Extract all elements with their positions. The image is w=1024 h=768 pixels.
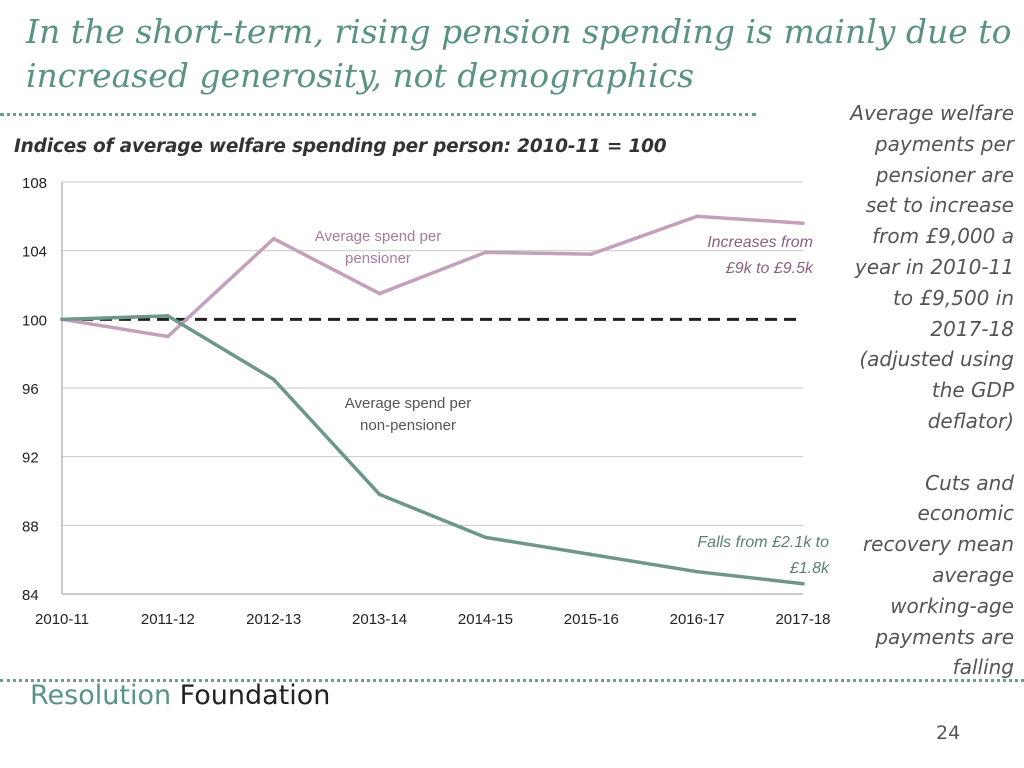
x-tick-label: 2014-15 bbox=[458, 611, 513, 628]
side-text-working-age: Cuts and economic recovery mean average … bbox=[862, 470, 1014, 680]
brand-word-foundation: Foundation bbox=[179, 680, 331, 711]
x-tick-label: 2012-13 bbox=[246, 611, 301, 628]
line-chart: 84 88 92 96 100 104 108 2010-11 2011-12 2012-13 20… bbox=[22, 175, 831, 628]
y-tick-label: 108 bbox=[22, 175, 47, 192]
side-text-pensioner: Average welfare payments per pensioner a… bbox=[850, 101, 1014, 433]
series-line-pensioner bbox=[61, 214, 804, 339]
data-point-pensioner bbox=[166, 334, 170, 339]
x-tick-label: 2013-14 bbox=[352, 611, 407, 628]
series-label-pensioner: Average spend per bbox=[315, 228, 441, 245]
x-tick-label: 2016-17 bbox=[670, 611, 725, 628]
series-line-non-pensioner bbox=[61, 314, 804, 586]
annotation-non-pensioner: £1.8k bbox=[789, 560, 830, 577]
x-tick-label: 2011-12 bbox=[141, 611, 195, 628]
title-divider bbox=[0, 113, 756, 116]
data-point-non-pensioner bbox=[695, 569, 699, 574]
data-point-non-pensioner bbox=[166, 314, 170, 318]
side-commentary: Average welfare payments per pensioner a… bbox=[842, 98, 1014, 683]
data-point-pensioner bbox=[589, 252, 594, 256]
chart-title: Indices of average welfare spending per … bbox=[14, 136, 667, 157]
data-point-pensioner bbox=[271, 236, 276, 241]
data-point-non-pensioner bbox=[60, 317, 64, 322]
data-point-non-pensioner bbox=[589, 552, 594, 557]
x-tick-label: 2010-11 bbox=[35, 611, 89, 628]
y-tick-label: 104 bbox=[22, 244, 47, 261]
series-label-non-pensioner: non-pensioner bbox=[360, 417, 456, 434]
data-point-non-pensioner bbox=[483, 535, 488, 540]
annotation-pensioner: £9k to £9.5k bbox=[725, 260, 814, 277]
x-tick-label: 2015-16 bbox=[564, 611, 619, 628]
y-tick-label: 96 bbox=[22, 381, 39, 398]
data-point-non-pensioner bbox=[271, 377, 276, 382]
slide-title: In the short-term, rising pension spendi… bbox=[26, 12, 1012, 95]
data-point-pensioner bbox=[377, 291, 382, 296]
annotation-non-pensioner: Falls from £2.1k to bbox=[697, 534, 829, 551]
data-point-pensioner bbox=[483, 250, 488, 255]
page-number: 24 bbox=[936, 722, 961, 744]
y-tick-label: 92 bbox=[22, 450, 39, 467]
data-point-pensioner bbox=[801, 221, 805, 225]
footer-divider bbox=[0, 679, 1024, 682]
annotation-pensioner: Increases from bbox=[707, 234, 813, 251]
data-point-non-pensioner bbox=[377, 492, 382, 497]
x-tick-label: 2017-18 bbox=[775, 611, 830, 628]
series-label-pensioner: pensioner bbox=[345, 250, 411, 267]
data-point-non-pensioner bbox=[801, 581, 805, 586]
series-label-non-pensioner: Average spend per bbox=[345, 395, 471, 412]
y-tick-label: 88 bbox=[22, 518, 39, 535]
y-tick-label: 84 bbox=[22, 587, 39, 604]
data-point-pensioner bbox=[695, 214, 699, 219]
y-tick-label: 100 bbox=[22, 312, 47, 329]
brand-logo: Resolution Foundation bbox=[30, 680, 330, 712]
brand-word-resolution: Resolution bbox=[30, 680, 172, 711]
